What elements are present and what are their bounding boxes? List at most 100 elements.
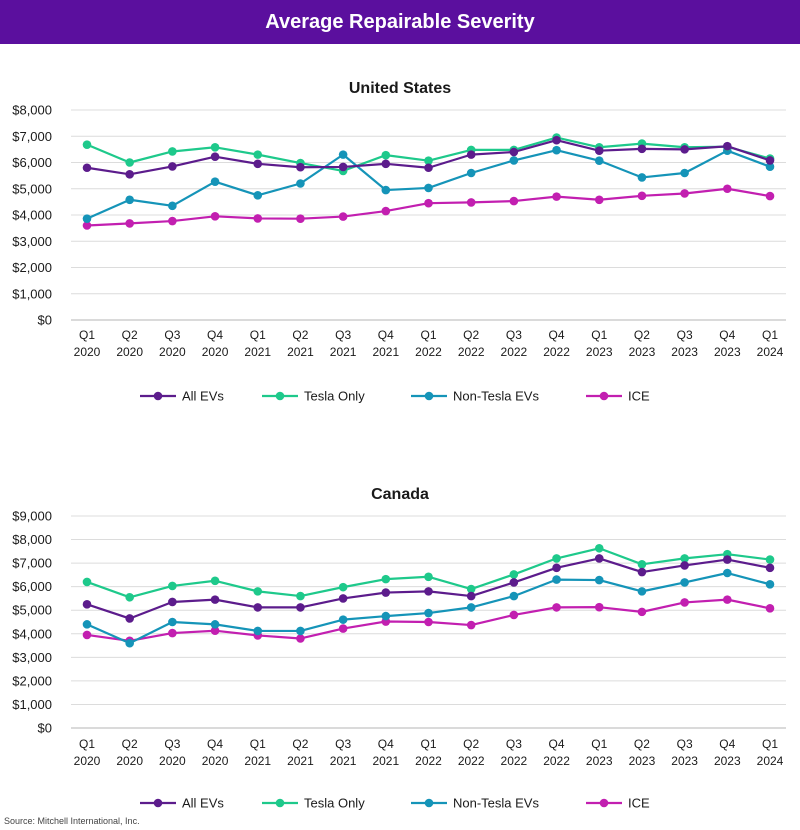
ca-x-tick-year: 2021 — [287, 754, 314, 768]
ca-point-tesla-only — [594, 543, 604, 553]
us-point-ice — [125, 219, 134, 228]
us-point-ice — [466, 198, 476, 207]
us-x-tick-year: 2024 — [757, 345, 784, 359]
ca-point-all-evs — [466, 591, 476, 601]
us-x-tick-year: 2020 — [202, 345, 229, 359]
us-y-tick-label: $3,000 — [12, 234, 52, 249]
us-x-tick-quarter: Q2 — [463, 328, 479, 342]
us-point-ice — [594, 195, 604, 205]
us-point-non-tesla-evs — [637, 173, 647, 182]
ca-point-tesla-only — [82, 577, 92, 587]
ca-point-ice — [466, 620, 476, 630]
ca-point-ice — [680, 598, 689, 607]
ca-y-tick-label: $6,000 — [12, 579, 52, 594]
us-legend-label: ICE — [628, 389, 650, 404]
us-y-tick-label: $1,000 — [12, 286, 52, 301]
us-point-ice — [381, 206, 391, 216]
us-x-tick-quarter: Q3 — [335, 328, 351, 342]
us-point-all-evs — [680, 145, 689, 154]
us-x-tick-year: 2020 — [74, 345, 101, 359]
page-title: Average Repairable Severity — [265, 10, 535, 33]
us-x-tick-year: 2023 — [714, 345, 741, 359]
ca-x-tick-year: 2023 — [671, 754, 698, 768]
ca-point-non-tesla-evs — [509, 591, 519, 601]
us-point-non-tesla-evs — [552, 145, 561, 155]
ca-x-tick-quarter: Q4 — [719, 737, 735, 751]
us-x-tick-year: 2021 — [287, 345, 314, 359]
ca-legend-swatch-dot — [153, 798, 163, 808]
ca-point-tesla-only — [168, 581, 177, 591]
us-point-non-tesla-evs — [338, 150, 348, 159]
ca-point-non-tesla-evs — [424, 608, 433, 618]
us-point-all-evs — [296, 162, 305, 172]
us-legend-label: Tesla Only — [304, 389, 365, 404]
ca-point-all-evs — [552, 563, 561, 573]
us-point-non-tesla-evs — [125, 195, 134, 205]
ca-point-all-evs — [723, 555, 732, 564]
ca-legend-swatch-dot — [275, 798, 285, 808]
us-legend-label: All EVs — [182, 389, 224, 404]
us-point-ice — [552, 192, 561, 201]
ca-x-tick-quarter: Q1 — [762, 737, 778, 751]
ca-point-non-tesla-evs — [381, 611, 391, 621]
us-point-ice — [637, 191, 647, 201]
us-point-tesla-only — [125, 158, 134, 167]
us-point-all-evs — [637, 144, 647, 154]
us-point-all-evs — [125, 170, 134, 179]
title-banner: Average Repairable Severity — [0, 0, 800, 44]
us-point-ice — [168, 216, 177, 226]
ca-x-tick-quarter: Q4 — [378, 737, 394, 751]
canada-line-chart: Canada $0 $1,000 $2,000 $3,000 $4,000 $5,000 $6… — [12, 486, 786, 811]
ca-legend-ice: ICE — [586, 796, 650, 811]
us-legend-swatch-dot — [153, 391, 163, 401]
ca-point-tesla-only — [338, 582, 348, 592]
ca-point-all-evs — [210, 595, 220, 604]
ca-point-tesla-only — [381, 574, 391, 584]
us-y-tick-label: $7,000 — [12, 129, 52, 144]
us-x-tick-quarter: Q4 — [549, 328, 565, 342]
us-point-all-evs — [594, 146, 604, 155]
us-x-tick-quarter: Q3 — [164, 328, 180, 342]
ca-point-non-tesla-evs — [466, 603, 476, 612]
ca-point-all-evs — [82, 600, 92, 609]
ca-y-tick-label: $4,000 — [12, 626, 52, 641]
ca-point-non-tesla-evs — [594, 575, 604, 585]
ca-point-ice — [296, 634, 305, 643]
ca-x-tick-year: 2021 — [372, 754, 399, 768]
us-x-tick-year: 2022 — [458, 345, 485, 359]
us-point-all-evs — [723, 141, 732, 151]
us-point-ice — [424, 198, 433, 208]
us-point-non-tesla-evs — [680, 168, 689, 178]
ca-point-ice — [210, 626, 220, 636]
us-x-tick-quarter: Q1 — [762, 328, 778, 342]
ca-point-tesla-only — [509, 570, 519, 579]
us-legend-label: Non-Tesla EVs — [453, 389, 539, 404]
ca-x-tick-year: 2023 — [586, 754, 613, 768]
us-x-tick-year: 2023 — [629, 345, 656, 359]
ca-x-tick-year: 2020 — [116, 754, 143, 768]
us-point-tesla-only — [424, 156, 433, 165]
us-y-tick-label: $8,000 — [12, 103, 52, 118]
ca-point-ice — [509, 610, 519, 620]
us-x-tick-quarter: Q2 — [122, 328, 138, 342]
ca-point-non-tesla-evs — [296, 626, 305, 636]
ca-x-tick-quarter: Q1 — [250, 737, 266, 751]
us-point-ice — [82, 221, 92, 230]
ca-x-tick-quarter: Q3 — [164, 737, 180, 751]
ca-point-ice — [338, 624, 348, 633]
ca-y-tick-label: $2,000 — [12, 673, 52, 688]
us-line-chart: United States $0 $1,000 $2,000 $3,000 $4,000 $… — [12, 80, 786, 404]
us-x-tick-year: 2022 — [501, 345, 528, 359]
us-point-non-tesla-evs — [765, 162, 775, 171]
ca-legend-non-tesla-evs: Non-Tesla EVs — [411, 796, 539, 811]
ca-point-all-evs — [338, 594, 348, 603]
us-x-tick-year: 2021 — [244, 345, 271, 359]
ca-x-tick-year: 2023 — [629, 754, 656, 768]
us-point-all-evs — [82, 163, 92, 173]
us-point-ice — [509, 196, 519, 206]
ca-point-ice — [424, 617, 433, 627]
us-point-all-evs — [424, 163, 433, 173]
ca-point-non-tesla-evs — [338, 615, 348, 624]
ca-point-tesla-only — [296, 591, 305, 601]
ca-x-tick-quarter: Q1 — [591, 737, 607, 751]
